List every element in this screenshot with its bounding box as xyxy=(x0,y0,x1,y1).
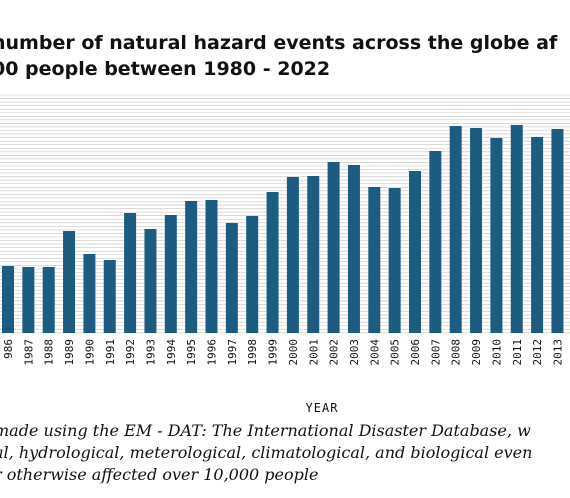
x-tick-label: 1999 xyxy=(267,339,280,366)
bar-1990 xyxy=(83,254,96,333)
chart-title: number of natural hazard events across t… xyxy=(0,30,570,82)
bar-2008 xyxy=(449,126,462,333)
x-tick-label: 2006 xyxy=(409,339,422,366)
x-tick-label: 2013 xyxy=(551,339,564,366)
x-tick-label: 2008 xyxy=(450,339,463,366)
x-tick-label: 2000 xyxy=(287,339,300,366)
x-tick-label: 2005 xyxy=(389,339,402,366)
chart-title-line-2: 00 people between 1980 - 2022 xyxy=(0,58,331,80)
bar-1992 xyxy=(124,213,137,333)
bar-1989 xyxy=(63,231,76,333)
bar-2009 xyxy=(470,128,483,333)
bar-2000 xyxy=(286,177,299,333)
x-axis-label: YEAR xyxy=(306,401,339,415)
bar-2007 xyxy=(429,151,442,333)
x-tick-label: 2003 xyxy=(348,339,361,366)
bar-chart: 986 1987 1988 1989 1990 1991 1992 1993 1994 1995 1… xyxy=(0,94,570,415)
x-tick-label: 2001 xyxy=(307,339,320,366)
bar-1999 xyxy=(266,192,279,333)
x-tick-label: 2004 xyxy=(368,339,381,366)
x-tick-label: 2002 xyxy=(328,339,341,366)
x-tick-label: 1997 xyxy=(226,339,239,366)
bar-2010 xyxy=(490,138,503,333)
source-note: made using the EM - DAT: The Internation… xyxy=(0,420,570,486)
bar-2011 xyxy=(510,125,523,333)
bar-1997 xyxy=(225,223,238,333)
bar-1987 xyxy=(22,267,35,333)
bar-1994 xyxy=(164,215,177,333)
bar-1998 xyxy=(246,216,259,333)
x-tick-label: 2009 xyxy=(470,339,483,366)
bar-1996 xyxy=(205,200,218,333)
bar-2013 xyxy=(551,129,564,333)
x-tick-label: 986 xyxy=(2,339,15,359)
x-tick-label: 2011 xyxy=(511,339,524,366)
bar-1991 xyxy=(103,260,116,333)
x-tick-label: 1990 xyxy=(83,339,96,366)
bar-1988 xyxy=(42,267,55,333)
source-note-line-3: r otherwise affected over 10,000 people xyxy=(0,465,319,484)
x-tick-label: 1992 xyxy=(124,339,137,366)
bar-1993 xyxy=(144,229,157,333)
source-note-line-1: made using the EM - DAT: The Internation… xyxy=(0,421,531,440)
x-tick-labels: 986 1987 1988 1989 1990 1991 1992 1993 1994 1995 1… xyxy=(2,339,564,366)
bar-2002 xyxy=(327,162,340,333)
x-tick-label: 1998 xyxy=(246,339,259,366)
bar-2006 xyxy=(409,171,421,333)
x-tick-label: 1987 xyxy=(22,339,35,366)
x-tick-label: 2010 xyxy=(490,339,503,366)
x-tick-label: 1994 xyxy=(165,339,178,366)
bar-2001 xyxy=(307,176,320,333)
x-tick-label: 1995 xyxy=(185,339,198,366)
bar-2004 xyxy=(368,187,381,333)
bar-1986 xyxy=(2,266,14,333)
x-tick-label: 1993 xyxy=(144,339,157,366)
x-tick-label: 2007 xyxy=(429,339,442,366)
x-tick-label: 2012 xyxy=(531,339,544,366)
bar-1995 xyxy=(185,201,198,333)
bar-2005 xyxy=(388,188,401,333)
bar-2012 xyxy=(531,137,544,333)
source-note-line-2: al, hydrological, meterological, climato… xyxy=(0,443,533,462)
x-tick-label: 1988 xyxy=(43,339,56,366)
x-tick-label: 1989 xyxy=(63,339,76,366)
bars xyxy=(2,125,564,333)
bar-2003 xyxy=(347,165,360,333)
x-tick-label: 1996 xyxy=(206,339,219,366)
chart-title-line-1: number of natural hazard events across t… xyxy=(0,32,558,54)
x-tick-label: 1991 xyxy=(104,339,117,366)
